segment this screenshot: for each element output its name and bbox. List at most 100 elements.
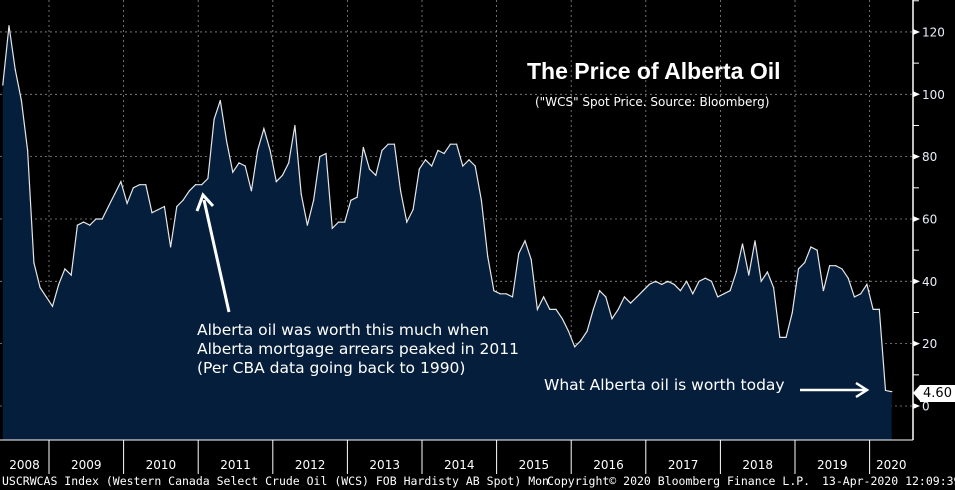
data-point: [145, 184, 147, 186]
data-point: [773, 286, 775, 289]
data-point: [872, 308, 874, 310]
data-point: [878, 308, 880, 310]
footer-timestamp: 13-Apr-2020 12:09:39: [822, 474, 955, 488]
data-point: [120, 180, 122, 183]
data-point: [101, 218, 103, 220]
data-point: [847, 277, 849, 279]
data-point: [406, 221, 408, 223]
data-point: [785, 336, 787, 339]
y-tick-label: 100: [922, 88, 945, 102]
annotation-2011: Alberta oil was worth this much when Alb…: [197, 321, 519, 378]
data-point: [654, 280, 657, 282]
data-point: [107, 205, 110, 208]
data-point: [499, 293, 501, 295]
arrow-today-icon: [800, 381, 870, 399]
data-point: [816, 249, 818, 251]
data-point: [642, 290, 644, 292]
data-point: [244, 165, 246, 167]
data-point: [455, 143, 458, 145]
data-point: [325, 152, 327, 155]
data-point: [250, 190, 253, 192]
data-point: [617, 308, 619, 310]
last-value-label: 4.60: [913, 385, 955, 402]
arrow-2011-icon: [195, 192, 231, 313]
data-point: [163, 205, 165, 208]
data-point: [524, 240, 526, 242]
data-point: [375, 174, 377, 176]
y-tick-label: 40: [922, 275, 937, 289]
y-tick-mark: [913, 91, 920, 98]
y-tick-mark: [913, 278, 920, 285]
data-point: [717, 296, 719, 298]
data-point: [561, 318, 563, 320]
data-point: [493, 290, 495, 292]
data-point: [20, 99, 23, 102]
data-point: [623, 296, 626, 298]
data-point: [710, 280, 713, 282]
data-point: [319, 156, 321, 158]
data-point: [51, 305, 54, 307]
x-tick-label: 2015: [519, 458, 550, 472]
data-point: [151, 212, 153, 214]
data-point: [58, 283, 60, 286]
data-point: [667, 280, 669, 282]
data-point: [779, 336, 781, 339]
data-point: [673, 283, 675, 286]
price-chart: 0 20 40 60 80 100 120 2008 2009 2010 2011 2012 2013…: [0, 0, 945, 474]
data-point: [219, 99, 221, 102]
data-point: [2, 84, 4, 86]
data-point: [574, 346, 576, 348]
data-point: [791, 311, 793, 314]
price-area-fill: [2, 25, 892, 440]
data-points: [2, 25, 893, 393]
data-point: [748, 274, 750, 276]
data-point: [443, 152, 445, 155]
data-point: [648, 283, 650, 286]
data-point: [356, 196, 358, 198]
footer-ticker: USCRWCAS Index (Western Canada Select Cr…: [2, 474, 549, 488]
x-tick-label: 2009: [71, 458, 102, 472]
data-point: [64, 268, 66, 270]
data-point: [754, 240, 756, 242]
data-point: [368, 168, 371, 170]
data-point: [611, 318, 613, 320]
data-point: [474, 165, 476, 167]
data-point: [188, 190, 190, 192]
data-point: [70, 274, 72, 276]
data-point: [804, 262, 806, 264]
data-point: [686, 280, 688, 282]
data-point: [698, 280, 700, 282]
data-point: [487, 255, 489, 257]
data-point: [424, 159, 427, 161]
data-point: [238, 162, 240, 164]
data-point: [14, 68, 16, 70]
data-point: [605, 296, 607, 298]
data-point: [797, 268, 800, 270]
data-point: [182, 199, 184, 201]
data-point: [530, 258, 532, 261]
data-point: [225, 140, 228, 142]
chart-subtitle: ("WCS" Spot Price. Source: Bloomberg): [535, 95, 770, 109]
data-point: [288, 162, 290, 164]
data-point: [176, 205, 178, 208]
data-point: [263, 127, 265, 130]
data-point: [362, 146, 364, 148]
data-point: [468, 159, 470, 161]
data-point: [505, 293, 507, 295]
data-point: [437, 149, 439, 152]
y-tick-mark: [913, 403, 920, 409]
footer-copyright: Copyright© 2020 Bloomberg Finance L.P.: [547, 474, 811, 488]
data-point: [766, 271, 769, 273]
y-tick-mark: [913, 153, 920, 160]
data-point: [76, 224, 78, 226]
data-point: [207, 177, 209, 180]
data-point: [449, 143, 451, 145]
data-point: [729, 290, 731, 292]
data-point: [82, 221, 85, 223]
y-tick-label: 120: [922, 25, 945, 39]
data-point: [337, 221, 340, 223]
y-tick-mark: [913, 215, 920, 222]
data-point: [114, 193, 116, 195]
data-point: [636, 296, 638, 298]
data-point: [45, 296, 47, 298]
